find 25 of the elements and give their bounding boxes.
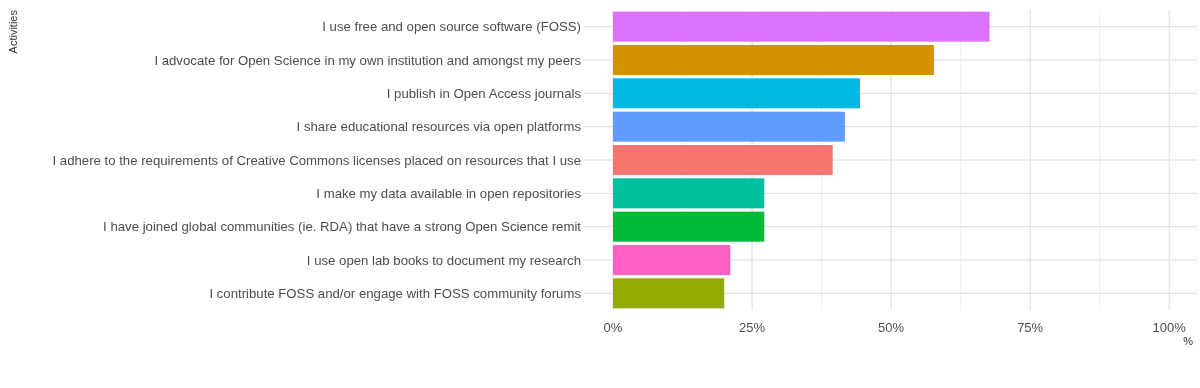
x-axis-title: %	[1183, 335, 1194, 347]
y-tick-label: I use free and open source software (FOSS)	[322, 19, 581, 35]
bar	[613, 145, 833, 175]
x-tick-label: 100%	[1152, 320, 1187, 335]
bar	[613, 245, 731, 275]
bar	[613, 278, 725, 309]
x-tick-label: 0%	[603, 320, 623, 335]
bar	[613, 111, 845, 142]
bar	[613, 45, 934, 75]
x-tick-label: 50%	[878, 320, 905, 335]
y-tick-label: I adhere to the requirements of Creative Commons licenses placed on resources that I use	[52, 152, 581, 168]
x-tick-label: 25%	[739, 320, 766, 335]
y-tick-label: I make my data available in open repositories	[316, 185, 582, 201]
y-tick-label: I use open lab books to document my research	[306, 252, 581, 268]
y-tick-label: I contribute FOSS and/or engage with FOSS community forums	[209, 285, 582, 301]
y-tick-label: I publish in Open Access journals	[386, 85, 582, 101]
bar	[613, 78, 860, 109]
y-tick-label: I share educational resources via open platforms	[296, 119, 582, 135]
y-tick-label: I have joined global communities (ie. RDA) that have a strong Open Science remit	[103, 219, 582, 235]
x-tick-label: 75%	[1017, 320, 1044, 335]
bar	[613, 211, 765, 242]
y-axis-title: Activities	[7, 9, 19, 54]
y-tick-label: I advocate for Open Science in my own institution and amongst my peers	[154, 52, 582, 68]
bar	[613, 178, 765, 209]
bar	[613, 11, 990, 42]
